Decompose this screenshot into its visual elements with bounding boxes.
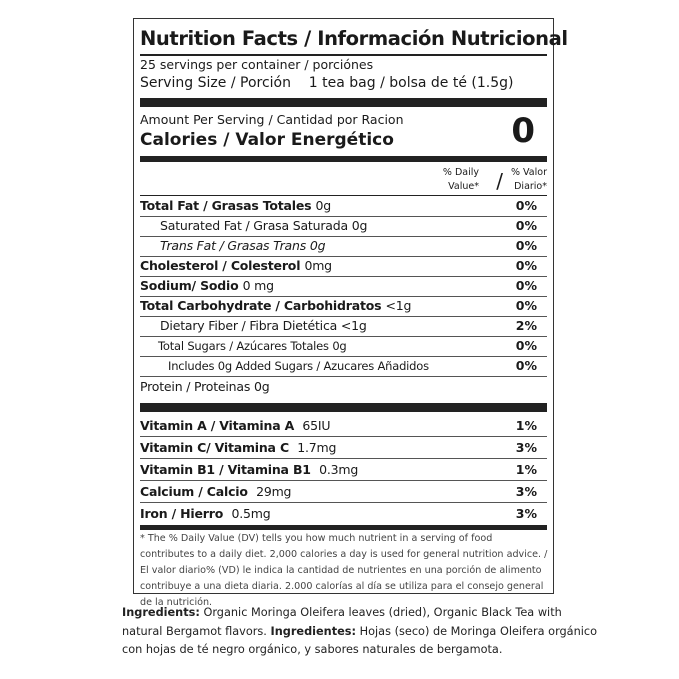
ingredientes-label: Ingredientes: <box>270 624 357 638</box>
nutrient-row-trans-fat: Trans Fat / Grasas Trans 0g 0% <box>140 236 547 257</box>
nutrient-row-total-fat: Total Fat / Grasas Totales 0g 0% <box>140 196 547 217</box>
divider <box>140 195 547 196</box>
amount-per-serving: Amount Per Serving / Cantidad por Racion <box>140 112 404 127</box>
ingredientes-text: Hojas (seco) de Moringa Oleifera orgánic… <box>122 624 598 657</box>
nutrient-row-dietary-fiber: Dietary Fiber / Fibra Dietética <1g 2% <box>140 316 547 337</box>
vitamin-row-b1: Vitamin B1 / Vitamina B1 0.3mg 1% <box>140 459 547 481</box>
vitamin-row-c: Vitamin C/ Vitamina C 1.7mg 3% <box>140 437 547 459</box>
vitamin-row-calcium: Calcium / Calcio 29mg 3% <box>140 481 547 503</box>
calories-value: 0 <box>511 111 535 151</box>
dv-header-es: % Valor Diario* <box>511 167 547 192</box>
nutrient-row-saturated-fat: Saturated Fat / Grasa Saturada 0g 0% <box>140 216 547 237</box>
serving-size-label: Serving Size / Porción <box>140 75 291 91</box>
label-title: Nutrition Facts / Información Nutriciona… <box>140 27 568 50</box>
thick-divider <box>140 156 547 162</box>
nutrient-row-total-sugars: Total Sugars / Azúcares Totales 0g 0% <box>140 336 547 357</box>
ingredients: Ingredients: Organic Moringa Oleifera le… <box>122 604 602 660</box>
ingredients-text: Organic Moringa Oleifera leaves (dried),… <box>122 606 562 638</box>
ingredients-label: Ingredients: <box>122 606 200 619</box>
vitamin-row-a: Vitamin A / Vitamina A 65IU 1% <box>140 415 547 437</box>
serving-size: Serving Size / Porción 1 tea bag / bolsa… <box>140 75 514 91</box>
nutrient-row-total-carbohydrate: Total Carbohydrate / Carbohidratos <1g 0% <box>140 296 547 317</box>
daily-value-footnote: * The % Daily Value (DV) tells you how m… <box>140 533 548 608</box>
vitamin-row-iron: Iron / Hierro 0.5mg 3% <box>140 506 537 521</box>
nutrition-facts-label: Nutrition Facts / Información Nutriciona… <box>133 18 568 608</box>
calories-label: Calories / Valor Energético <box>140 130 394 150</box>
thick-divider <box>140 525 547 530</box>
servings-per-container: 25 servings per container / porciónes <box>140 57 374 72</box>
serving-size-value: 1 tea bag / bolsa de té (1.5g) <box>308 75 514 91</box>
thick-divider <box>140 403 547 412</box>
nutrient-row-cholesterol: Cholesterol / Colesterol 0mg 0% <box>140 256 547 277</box>
nutrient-row-sodium: Sodium/ Sodio 0 mg 0% <box>140 276 547 297</box>
dv-header-slash: / <box>496 169 503 193</box>
thick-divider <box>140 98 547 107</box>
divider <box>140 54 547 56</box>
nutrient-row-added-sugars: Includes 0g Added Sugars / Azucares Añad… <box>140 356 547 377</box>
nutrient-row-protein: Protein / Proteinas 0g <box>140 379 270 394</box>
dv-header-en: % Daily Value* <box>442 167 479 192</box>
